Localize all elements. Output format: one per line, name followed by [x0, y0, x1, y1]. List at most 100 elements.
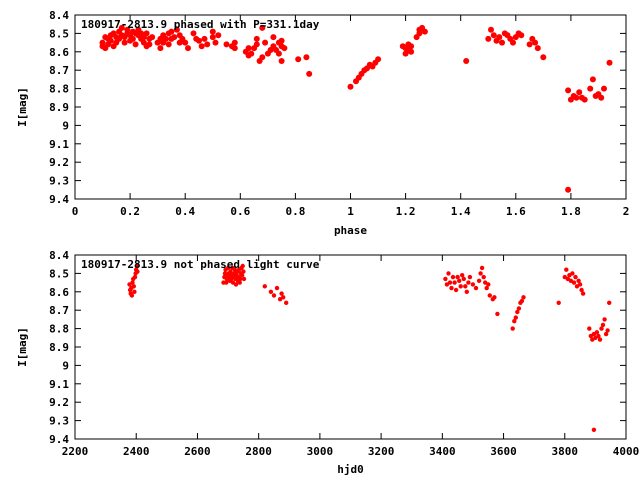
- data-point: [212, 39, 219, 46]
- data-point: [579, 287, 584, 293]
- y-tick-label: 8.5: [49, 267, 69, 280]
- x-tick-label: 2800: [245, 445, 272, 458]
- data-point: [107, 37, 114, 44]
- x-tick-label: 2: [623, 205, 630, 218]
- data-point: [268, 289, 274, 294]
- data-point: [182, 39, 189, 46]
- y-tick-label: 9.4: [49, 193, 69, 206]
- x-tick-label: 1.2: [396, 205, 416, 218]
- x-tick-label: 2200: [62, 445, 89, 458]
- data-point: [607, 300, 612, 305]
- data-point: [201, 35, 208, 42]
- data-point: [556, 300, 561, 305]
- y-tick-label: 8.4: [49, 249, 69, 262]
- data-point: [262, 39, 269, 46]
- x-tick-label: 1.6: [506, 205, 526, 218]
- data-point: [450, 274, 456, 280]
- data-point: [565, 186, 572, 193]
- data-point: [601, 85, 607, 92]
- data-point: [253, 35, 260, 42]
- data-point: [600, 322, 606, 328]
- data-point: [464, 289, 469, 294]
- data-point: [306, 70, 313, 77]
- data-point: [540, 54, 547, 61]
- data-point: [463, 58, 470, 64]
- y-tick-label: 9.3: [49, 175, 69, 188]
- data-point: [580, 291, 586, 296]
- data-point: [303, 54, 310, 61]
- data-point: [576, 89, 583, 96]
- data-point: [510, 326, 515, 331]
- data-point: [565, 87, 572, 94]
- data-point: [224, 280, 229, 285]
- data-point: [515, 309, 520, 315]
- data-point: [577, 282, 583, 287]
- data-point: [275, 50, 282, 57]
- data-point: [295, 56, 302, 63]
- data-point: [519, 298, 525, 304]
- data-point: [237, 280, 242, 285]
- data-point: [518, 32, 525, 39]
- data-point: [270, 34, 277, 41]
- data-point: [209, 34, 216, 41]
- data-point: [134, 263, 139, 269]
- data-point: [168, 28, 175, 35]
- y-tick-label: 9.3: [49, 415, 69, 428]
- data-point: [132, 41, 139, 48]
- data-point: [129, 35, 136, 42]
- data-point: [453, 287, 459, 293]
- data-point: [570, 271, 575, 276]
- data-point: [486, 282, 491, 287]
- data-point: [487, 293, 492, 298]
- data-point: [284, 300, 289, 305]
- data-point: [587, 85, 594, 92]
- data-point: [240, 263, 245, 269]
- data-point: [132, 274, 138, 280]
- x-tick-label: 3800: [552, 445, 579, 458]
- data-point: [408, 43, 415, 50]
- data-point: [162, 35, 169, 42]
- x-axis-label: hjd0: [337, 463, 364, 476]
- data-point: [233, 282, 239, 287]
- data-point: [510, 39, 516, 46]
- data-point: [598, 94, 605, 101]
- data-point: [564, 267, 569, 272]
- y-axis-label: I[mag]: [16, 87, 29, 127]
- x-tick-label: 4000: [613, 445, 640, 458]
- x-tick-label: 0: [72, 205, 79, 218]
- data-point: [479, 265, 485, 271]
- data-point: [512, 319, 517, 324]
- data-point: [198, 43, 205, 50]
- data-point: [521, 295, 526, 300]
- y-tick-label: 9.4: [49, 433, 69, 446]
- data-point: [499, 39, 505, 46]
- x-tick-label: 0.8: [285, 205, 305, 218]
- data-point: [591, 427, 597, 432]
- data-point: [485, 35, 492, 42]
- y-tick-label: 9.1: [49, 378, 69, 391]
- chart-title: 180917-2813.9 phased with P=331.1day: [81, 18, 320, 31]
- data-point: [146, 41, 153, 48]
- data-point: [603, 331, 609, 337]
- data-point: [375, 56, 382, 63]
- data-point: [171, 34, 178, 41]
- data-point: [408, 48, 415, 55]
- data-point: [231, 39, 238, 46]
- y-tick-label: 8.9: [49, 101, 69, 114]
- y-tick-label: 8.8: [49, 323, 69, 336]
- data-point: [596, 333, 601, 339]
- data-point: [225, 265, 231, 271]
- data-point: [165, 41, 172, 48]
- data-point: [173, 26, 180, 33]
- data-point: [488, 26, 494, 33]
- unphased-light-curve-panel: 2200 2400 2600 2800 3000 3200 3400 3600 3800 4000…: [16, 249, 639, 476]
- data-point: [458, 284, 463, 289]
- data-point: [455, 274, 460, 280]
- data-point: [443, 276, 448, 282]
- data-point: [452, 280, 457, 285]
- data-point: [587, 326, 592, 331]
- x-tick-label: 0.6: [230, 205, 250, 218]
- data-point: [460, 273, 465, 278]
- data-point: [466, 280, 471, 285]
- data-point: [496, 34, 503, 41]
